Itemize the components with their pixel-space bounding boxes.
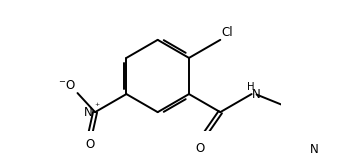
Text: N: N [252,88,261,101]
Text: $\mathregular{^{-}}$O: $\mathregular{^{-}}$O [57,79,76,92]
Text: H: H [247,82,255,92]
Text: N: N [84,106,93,119]
Text: O: O [86,138,95,151]
Text: Cl: Cl [222,26,234,39]
Text: O: O [195,142,204,155]
Text: N: N [309,143,318,156]
Text: $\mathregular{^{+}}$: $\mathregular{^{+}}$ [94,101,101,110]
